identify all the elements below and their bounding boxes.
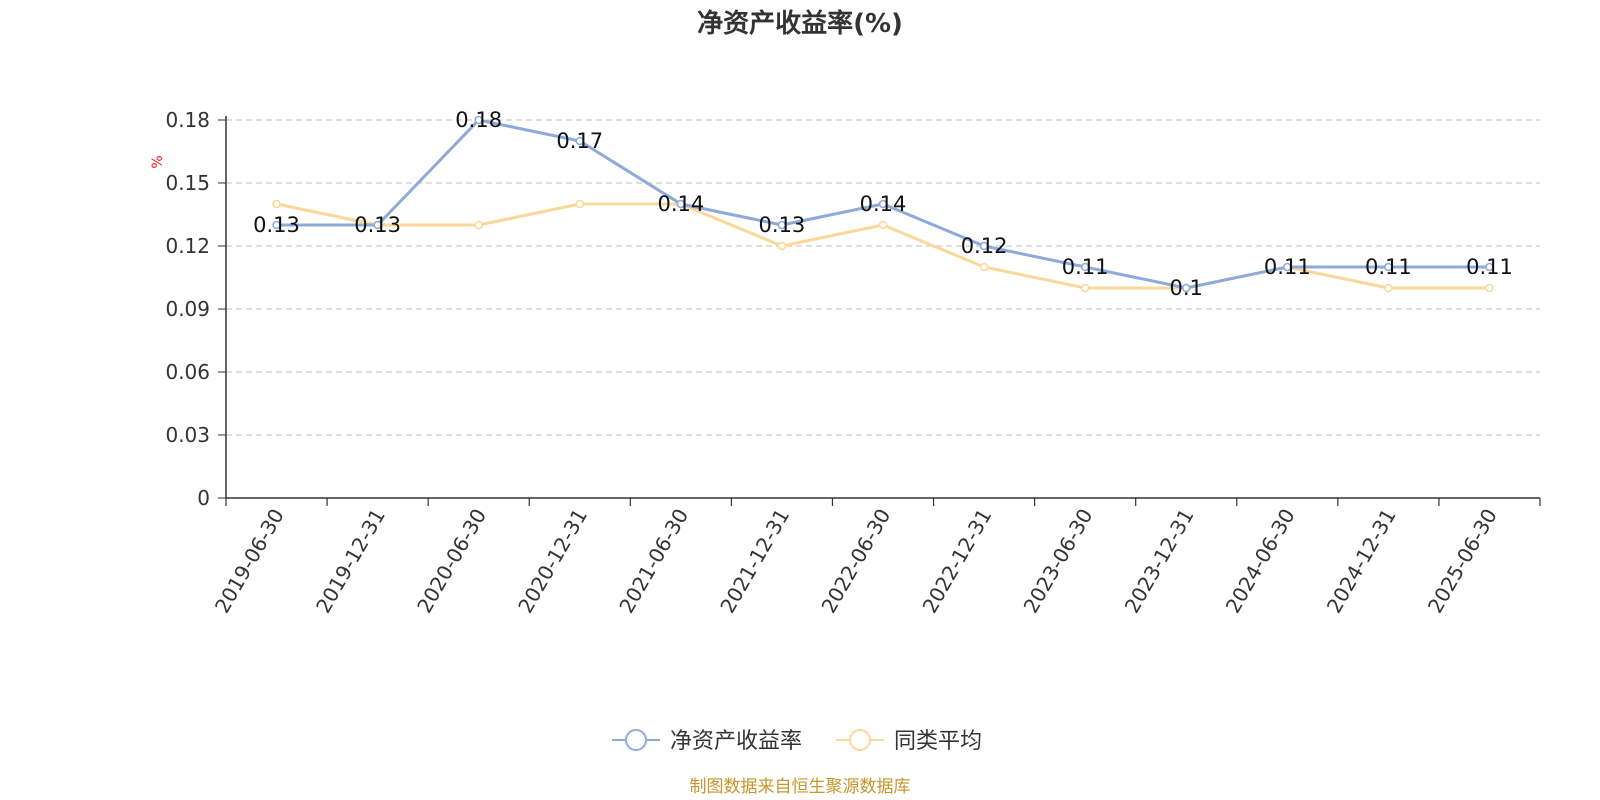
legend: 净资产收益率 同类平均 bbox=[612, 729, 982, 754]
data-point-peer-average[interactable] bbox=[575, 199, 585, 209]
y-tick-label: 0.15 bbox=[165, 171, 210, 195]
data-label: 0.1 bbox=[1170, 276, 1203, 300]
data-label: 0.11 bbox=[1062, 255, 1109, 279]
data-point-peer-average[interactable] bbox=[1384, 283, 1393, 293]
grid-lines bbox=[226, 119, 1540, 436]
data-point-peer-average[interactable] bbox=[777, 241, 787, 251]
x-tick-label: 2020-06-30 bbox=[412, 505, 491, 618]
data-point-roe[interactable] bbox=[373, 220, 382, 230]
y-tick-label: 0.12 bbox=[165, 234, 210, 258]
x-tick-label: 2022-12-31 bbox=[918, 505, 997, 618]
legend-label-peer-average: 同类平均 bbox=[894, 729, 982, 754]
x-tick-label: 2022-06-30 bbox=[816, 505, 895, 618]
data-point-roe[interactable] bbox=[1181, 283, 1191, 293]
data-label: 0.11 bbox=[1365, 255, 1412, 279]
x-tick-label: 2019-06-30 bbox=[210, 505, 289, 618]
legend-label-roe: 净资产收益率 bbox=[670, 729, 802, 754]
y-tick-label: 0.18 bbox=[165, 108, 210, 132]
data-point-peer-average[interactable] bbox=[474, 220, 483, 230]
legend-item-peer-average[interactable]: 同类平均 bbox=[836, 729, 982, 754]
x-tick-label: 2020-12-31 bbox=[513, 505, 592, 618]
data-source-note: 制图数据来自恒生聚源数据库 bbox=[690, 777, 911, 797]
x-tick-label: 2024-12-31 bbox=[1322, 505, 1401, 618]
chart-title: 净资产收益率(%) bbox=[697, 8, 903, 39]
data-point-roe[interactable] bbox=[474, 115, 483, 125]
data-point-roe[interactable] bbox=[575, 136, 585, 146]
x-tick-label: 2023-12-31 bbox=[1120, 505, 1199, 618]
y-axis-unit: % bbox=[150, 155, 166, 168]
y-tick-label: 0.09 bbox=[165, 297, 210, 321]
data-point-peer-average[interactable] bbox=[878, 220, 888, 230]
data-point-roe[interactable] bbox=[272, 220, 281, 230]
data-label: 0.14 bbox=[860, 192, 907, 216]
data-point-peer-average[interactable] bbox=[1485, 283, 1494, 293]
data-point-peer-average[interactable] bbox=[1080, 283, 1090, 293]
data-point-peer-average[interactable] bbox=[979, 262, 989, 272]
series-lines bbox=[272, 115, 1494, 293]
data-label: 0.13 bbox=[759, 213, 806, 237]
data-label: 0.14 bbox=[657, 192, 704, 216]
data-point-peer-average[interactable] bbox=[272, 199, 281, 209]
y-tick-label: 0.06 bbox=[165, 360, 210, 384]
data-label: 0.13 bbox=[253, 213, 300, 237]
x-tick-label: 2025-06-30 bbox=[1423, 505, 1502, 618]
axes: 0 0.03 0.06 0.09 0.12 0.15 0.18 2019-06-30 2019-… bbox=[165, 108, 1541, 618]
data-point-roe[interactable] bbox=[777, 220, 787, 230]
data-label: 0.18 bbox=[455, 108, 502, 132]
data-point-roe[interactable] bbox=[1080, 262, 1090, 272]
legend-item-roe[interactable]: 净资产收益率 bbox=[612, 729, 802, 754]
data-point-roe[interactable] bbox=[979, 241, 989, 251]
legend-marker-roe bbox=[625, 729, 647, 751]
y-tick-label: 0 bbox=[197, 486, 210, 510]
data-label: 0.17 bbox=[556, 129, 603, 153]
x-tick-label: 2021-12-31 bbox=[715, 505, 794, 618]
data-point-roe[interactable] bbox=[1283, 262, 1292, 272]
data-point-roe[interactable] bbox=[676, 199, 686, 209]
data-label: 0.11 bbox=[1264, 255, 1311, 279]
data-label: 0.11 bbox=[1466, 255, 1513, 279]
data-point-roe[interactable] bbox=[878, 199, 888, 209]
x-tick-label: 2023-06-30 bbox=[1019, 505, 1098, 618]
x-tick-label: 2019-12-31 bbox=[311, 505, 390, 618]
data-label: 0.12 bbox=[961, 234, 1008, 258]
x-tick-label: 2021-06-30 bbox=[614, 505, 693, 618]
y-tick-label: 0.03 bbox=[165, 423, 210, 447]
data-point-roe[interactable] bbox=[1384, 262, 1393, 272]
data-label: 0.13 bbox=[354, 213, 401, 237]
legend-marker-peer-average bbox=[849, 729, 871, 751]
data-labels: 0.13 0.13 0.18 0.17 0.14 0.13 0.14 0.12 0.11 0.1 0… bbox=[253, 108, 1513, 300]
data-point-roe[interactable] bbox=[1485, 262, 1494, 272]
x-tick-label: 2024-06-30 bbox=[1221, 505, 1300, 618]
